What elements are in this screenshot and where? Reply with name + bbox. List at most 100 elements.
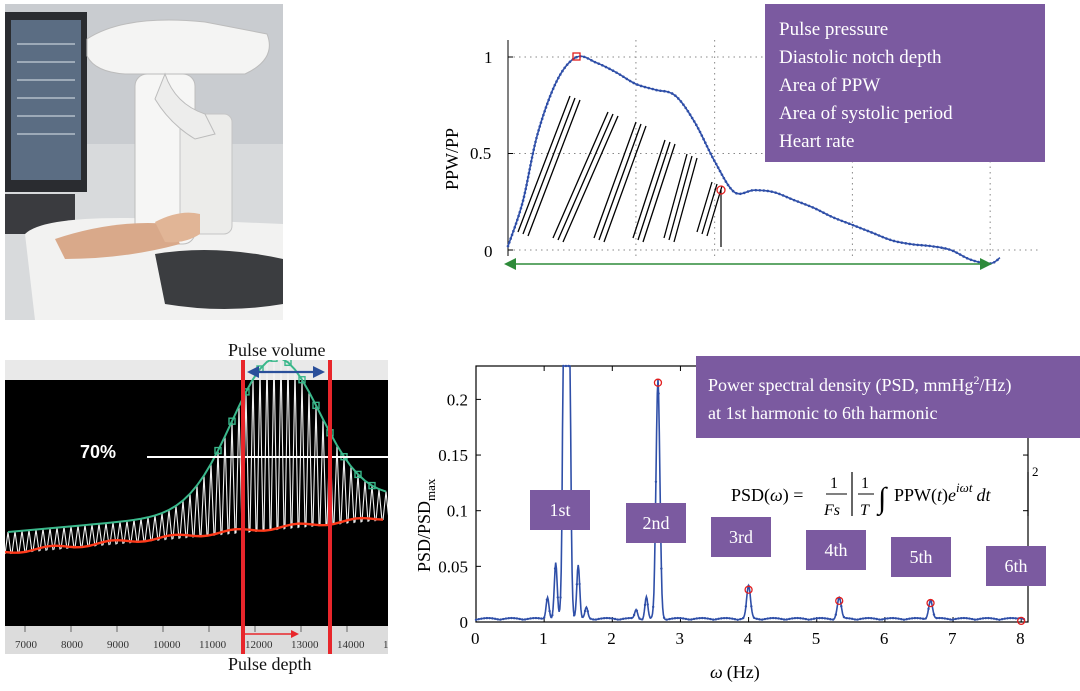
psd-sample-dot [673, 617, 677, 620]
psd-sample-dot [785, 618, 788, 621]
wave-sample-dot [718, 169, 722, 173]
wave-sample-dot [509, 237, 512, 240]
wave-sample-dot [544, 106, 548, 109]
psd-sample-dot [992, 617, 996, 620]
psd-sample-dot [602, 617, 606, 620]
psd-sample-dot [845, 616, 848, 620]
psd-sample-dot [774, 616, 778, 620]
psd-sample-dot [526, 617, 529, 621]
wave-sample-dot [969, 258, 973, 262]
psd-curve [475, 365, 1025, 621]
psd-sample-dot [930, 600, 933, 603]
psd-sample-dot [556, 596, 559, 599]
wave-sample-dot [847, 222, 851, 225]
wave-sample-dot [855, 225, 859, 228]
wave-sample-dot [565, 63, 569, 66]
wave-sample-dot [778, 192, 781, 196]
psd-sample-dot [905, 618, 908, 621]
psd-sample-dot [703, 617, 707, 620]
psd-sample-dot [875, 617, 878, 621]
wave-sample-dot [521, 199, 525, 202]
wave-sample-dot [688, 113, 692, 116]
wave-sample-dot [928, 244, 931, 248]
feature-pulse-pressure: Pulse pressure [779, 19, 889, 40]
press-xtick-label: 15000 [383, 639, 388, 651]
hatch-line [673, 157, 698, 243]
wave-sample-dot [714, 162, 718, 166]
psd-sample-dot [605, 616, 609, 620]
psd-sample-dot [562, 364, 565, 368]
wave-sample-dot [742, 191, 746, 195]
wave-sample-dot [514, 222, 518, 225]
hatch-line [603, 125, 647, 243]
psd-sample-dot [619, 618, 622, 621]
wave-sample-dot [527, 171, 531, 175]
psd-sample-dot [842, 615, 846, 619]
psd-sample-dot [766, 617, 769, 620]
psd-sample-dot [976, 618, 979, 621]
psd-ytick-label: 0.05 [438, 557, 468, 576]
wave-sample-dot [555, 80, 558, 83]
wave-sample-dot [530, 156, 534, 159]
psd-sample-dot [853, 618, 857, 621]
psd-sample-dot [649, 616, 652, 619]
psd-sample-dot [709, 617, 712, 621]
psd-sample-dot [829, 618, 832, 621]
wave-sample-dot [542, 113, 545, 117]
psd-sample-dot [897, 617, 900, 620]
psd-sample-dot [755, 617, 758, 621]
feature-area-systolic: Area of systolic period [779, 103, 953, 124]
press-xtick-label: 8000 [61, 639, 84, 651]
psd-sample-dot [741, 616, 745, 620]
wave-sample-dot [996, 258, 999, 262]
psd-xtick-label: 6 [880, 629, 889, 648]
psd-sample-dot [834, 613, 838, 616]
hatch-line [637, 141, 671, 241]
psd-sample-dot [739, 617, 742, 621]
psd-sample-dot [793, 616, 797, 620]
left-red-bar [241, 360, 245, 654]
psd-sample-dot [635, 609, 639, 612]
wave-sample-dot [535, 136, 538, 140]
wave-sample-dot [508, 241, 511, 244]
harmonic-label-4th: 4th [806, 530, 866, 570]
wave-sample-dot [965, 257, 969, 260]
lower-envelope [4, 516, 384, 554]
psd-sample-dot [900, 617, 903, 621]
psd-sample-dot [818, 616, 821, 620]
wave-sample-dot [796, 200, 800, 203]
psd-xtick-label: 3 [675, 629, 684, 648]
wave-sample-dot [844, 220, 847, 224]
wave-sample-dot [703, 141, 707, 145]
wave-sample-dot [800, 201, 803, 205]
wave-sample-dot [955, 251, 958, 254]
psd-sample-dot [684, 617, 688, 621]
psd-sample-dot [788, 617, 791, 621]
psd-sample-dot [736, 618, 739, 621]
psd-xtick-label: 7 [948, 629, 957, 648]
wave-sample-dot [774, 191, 777, 194]
psd-sample-dot [960, 616, 963, 620]
pulse-volume-label: Pulse volume [228, 340, 326, 360]
area-hatching [517, 95, 723, 243]
psd-sample-dot [690, 618, 693, 621]
psd-sample-dot [752, 616, 756, 619]
wave-sample-dot [904, 242, 908, 245]
psd-sample-dot [662, 616, 666, 619]
wave-sample-dot [517, 214, 520, 218]
wave-sample-dot [877, 234, 881, 237]
wave-sample-dot [702, 137, 705, 141]
psd-sample-dot [717, 617, 720, 620]
psd-sample-dot [780, 617, 783, 621]
wave-sample-dot [522, 195, 526, 199]
wave-sample-dot [829, 214, 832, 218]
wave-sample-dot [611, 69, 615, 73]
ytick-1: 1 [484, 48, 493, 67]
wave-sample-dot [526, 179, 529, 183]
psd-sample-dot [507, 617, 510, 620]
psd-sample-dot [695, 617, 698, 620]
wave-sample-dot [754, 188, 758, 192]
wave-sample-dot [750, 189, 754, 192]
wave-sample-dot [746, 190, 750, 193]
psd-sample-dot [720, 617, 723, 620]
